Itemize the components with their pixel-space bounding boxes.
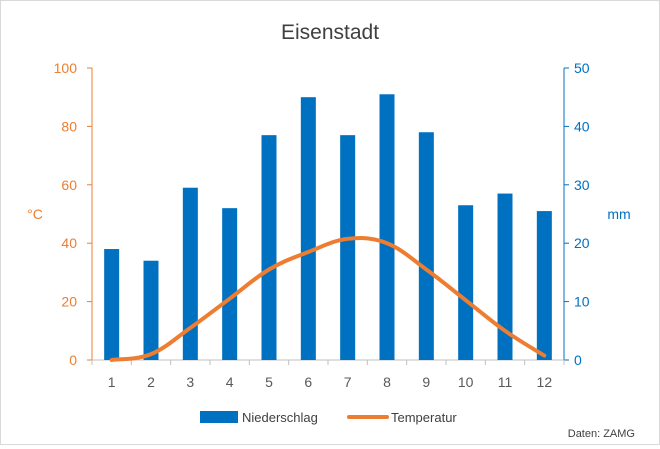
x-axis-tick-label: 11 (498, 374, 513, 390)
bar-niederschlag (300, 97, 316, 360)
right-axis-tick-label: 10 (574, 294, 590, 310)
bar-niederschlag (458, 205, 474, 360)
left-axis-tick-label: 20 (61, 294, 77, 310)
legend-label-temperatur: Temperatur (391, 410, 457, 425)
x-axis-tick-label: 5 (265, 374, 273, 390)
bar-niederschlag (104, 249, 120, 360)
x-axis-tick-label: 3 (186, 374, 194, 390)
legend-swatch-niederschlag (200, 411, 238, 423)
x-axis-tick-label: 9 (422, 374, 430, 390)
bar-niederschlag (497, 193, 513, 360)
source-note: Daten: ZAMG (568, 428, 635, 440)
chart-title: Eisenstadt (281, 21, 379, 44)
right-axis-tick-label: 30 (574, 177, 590, 193)
bar-niederschlag (536, 211, 552, 360)
x-axis-tick-label: 4 (226, 374, 234, 390)
right-axis-tick-label: 50 (574, 60, 590, 76)
bar-niederschlag (143, 260, 159, 360)
bar-niederschlag (261, 135, 277, 360)
x-axis-tick-label: 1 (108, 374, 116, 390)
x-axis-tick-label: 7 (344, 374, 352, 390)
bar-niederschlag (222, 208, 238, 360)
right-axis: 0 10 20 30 40 50 (563, 60, 590, 368)
left-axis-label: °C (27, 206, 43, 222)
x-axis-tick-label: 10 (458, 374, 474, 390)
right-axis-tick-label: 40 (574, 118, 590, 134)
x-axis-tick-label: 8 (383, 374, 391, 390)
legend: Niederschlag Temperatur (200, 410, 457, 425)
left-axis-tick-label: 100 (54, 60, 78, 76)
right-axis-label: mm (607, 206, 630, 222)
bar-niederschlag (340, 135, 356, 360)
left-axis-tick-label: 0 (69, 352, 77, 368)
right-axis-tick-label: 20 (574, 235, 590, 251)
bar-niederschlag (182, 187, 198, 360)
x-axis: 1 2 3 4 5 6 7 8 9 10 11 12 (91, 359, 565, 390)
temperature-line (109, 236, 547, 362)
left-axis-tick-label: 80 (61, 118, 77, 134)
left-axis-tick-label: 60 (61, 177, 77, 193)
left-axis-tick-label: 40 (61, 235, 77, 251)
left-axis: 0 20 40 60 80 100 (54, 60, 93, 368)
precipitation-bars (104, 94, 552, 360)
bar-niederschlag (379, 94, 395, 360)
x-axis-tick-label: 12 (537, 374, 553, 390)
x-axis-tick-label: 6 (304, 374, 312, 390)
right-axis-tick-label: 0 (574, 352, 582, 368)
bar-niederschlag (418, 132, 434, 360)
temperature-line-group (109, 236, 547, 362)
legend-label-niederschlag: Niederschlag (242, 410, 318, 425)
x-axis-tick-label: 2 (147, 374, 155, 390)
